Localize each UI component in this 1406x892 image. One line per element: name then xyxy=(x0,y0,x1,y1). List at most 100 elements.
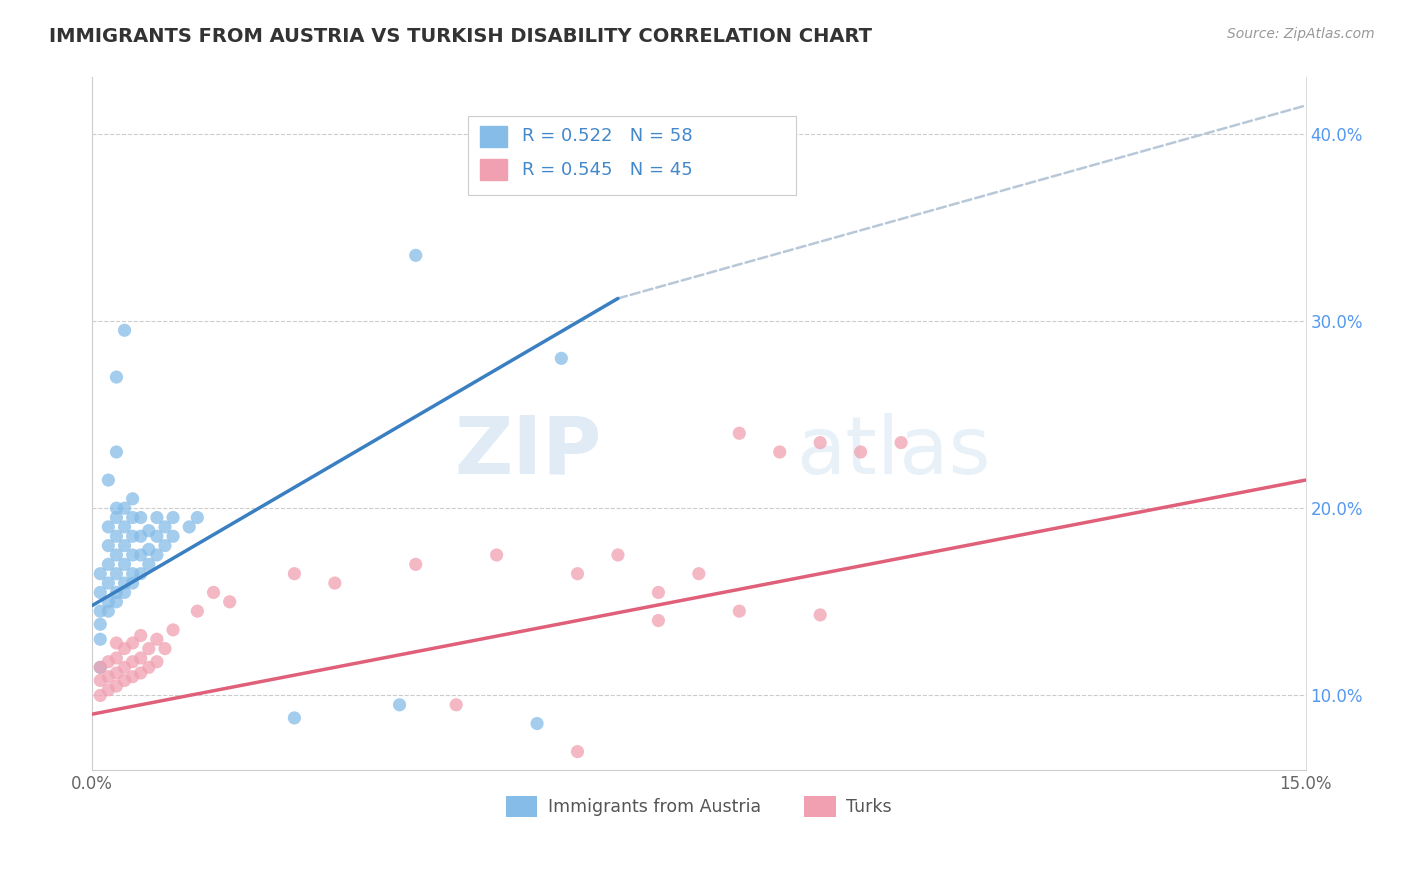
Point xyxy=(162,510,184,524)
Point xyxy=(114,539,136,553)
Point xyxy=(114,520,136,534)
Point xyxy=(129,651,152,665)
Point xyxy=(129,628,152,642)
Point xyxy=(105,636,128,650)
Point xyxy=(97,576,120,591)
Point xyxy=(138,542,160,557)
Text: IMMIGRANTS FROM AUSTRIA VS TURKISH DISABILITY CORRELATION CHART: IMMIGRANTS FROM AUSTRIA VS TURKISH DISAB… xyxy=(49,27,872,45)
Point xyxy=(114,673,136,688)
Point xyxy=(105,370,128,384)
Point xyxy=(218,595,240,609)
Point xyxy=(186,604,208,618)
Point xyxy=(849,445,872,459)
Point xyxy=(97,539,120,553)
Point xyxy=(405,558,427,572)
Point xyxy=(105,529,128,543)
Point xyxy=(105,501,128,516)
Point xyxy=(138,641,160,656)
Point xyxy=(153,520,176,534)
Text: R = 0.522   N = 58: R = 0.522 N = 58 xyxy=(522,128,692,145)
Point xyxy=(146,510,169,524)
Point xyxy=(114,558,136,572)
Point xyxy=(89,585,111,599)
Point xyxy=(647,614,669,628)
Point xyxy=(105,510,128,524)
Bar xyxy=(481,159,508,180)
Point xyxy=(105,665,128,680)
Point xyxy=(146,655,169,669)
Point xyxy=(105,445,128,459)
Point xyxy=(283,566,305,581)
Point xyxy=(89,604,111,618)
Point xyxy=(567,566,589,581)
Point xyxy=(808,435,831,450)
Point xyxy=(162,529,184,543)
Point xyxy=(728,604,751,618)
Point xyxy=(89,673,111,688)
Point xyxy=(526,716,548,731)
Point xyxy=(162,623,184,637)
Point xyxy=(97,520,120,534)
Point xyxy=(186,510,208,524)
Point xyxy=(129,548,152,562)
Point xyxy=(105,548,128,562)
Point xyxy=(153,539,176,553)
Point xyxy=(129,510,152,524)
Point xyxy=(121,529,143,543)
Point xyxy=(146,529,169,543)
Point xyxy=(647,585,669,599)
Point xyxy=(138,524,160,538)
Point xyxy=(323,576,346,591)
Point xyxy=(97,670,120,684)
Point xyxy=(728,426,751,441)
Point xyxy=(283,711,305,725)
Point xyxy=(114,576,136,591)
Legend: Immigrants from Austria, Turks: Immigrants from Austria, Turks xyxy=(499,789,898,824)
Point xyxy=(202,585,225,599)
Point xyxy=(688,566,710,581)
Point xyxy=(97,655,120,669)
Text: ZIP: ZIP xyxy=(454,413,602,491)
Point xyxy=(769,445,792,459)
Point xyxy=(121,576,143,591)
Point xyxy=(89,566,111,581)
Text: atlas: atlas xyxy=(796,413,990,491)
Point xyxy=(97,558,120,572)
Point xyxy=(97,595,120,609)
Point xyxy=(114,501,136,516)
Point xyxy=(89,689,111,703)
Point xyxy=(114,660,136,674)
Point xyxy=(89,660,111,674)
Point xyxy=(129,665,152,680)
Point xyxy=(121,655,143,669)
Point xyxy=(89,617,111,632)
Bar xyxy=(481,126,508,146)
Point xyxy=(114,323,136,337)
Point xyxy=(89,660,111,674)
Point xyxy=(105,679,128,693)
Point xyxy=(121,548,143,562)
Point xyxy=(567,745,589,759)
Point xyxy=(105,585,128,599)
Point xyxy=(444,698,467,712)
Point xyxy=(129,566,152,581)
Point xyxy=(808,607,831,622)
Point xyxy=(388,698,411,712)
Point xyxy=(138,660,160,674)
Point xyxy=(550,351,572,366)
Point xyxy=(890,435,912,450)
Point xyxy=(153,641,176,656)
Point xyxy=(138,558,160,572)
Point xyxy=(121,670,143,684)
Point xyxy=(485,548,508,562)
Point xyxy=(97,682,120,697)
Point xyxy=(405,248,427,262)
Point xyxy=(121,636,143,650)
FancyBboxPatch shape xyxy=(468,116,796,195)
Text: R = 0.545   N = 45: R = 0.545 N = 45 xyxy=(522,161,692,178)
Point xyxy=(121,566,143,581)
Point xyxy=(114,585,136,599)
Point xyxy=(607,548,630,562)
Point xyxy=(105,566,128,581)
Point xyxy=(97,473,120,487)
